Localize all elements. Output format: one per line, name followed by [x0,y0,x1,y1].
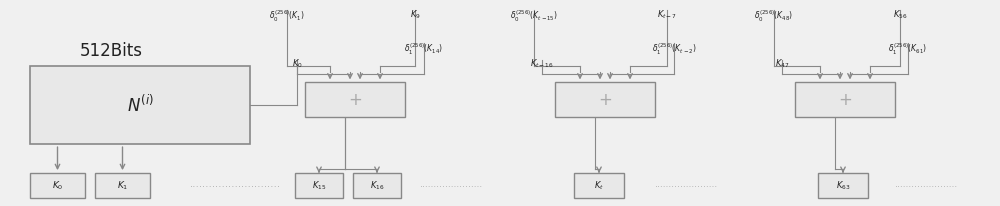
Text: $K_{t-16}$: $K_{t-16}$ [530,58,554,70]
Text: +: + [598,91,612,109]
Text: $K_0$: $K_0$ [52,179,63,192]
FancyBboxPatch shape [574,173,624,198]
FancyBboxPatch shape [30,173,85,198]
Text: $K_1$: $K_1$ [117,179,128,192]
Text: $K_9$: $K_9$ [410,8,420,21]
Text: $\delta_0^{(256)}(K_{48})$: $\delta_0^{(256)}(K_{48})$ [754,8,794,24]
FancyBboxPatch shape [818,173,868,198]
FancyBboxPatch shape [30,66,250,144]
Text: $K_{47}$: $K_{47}$ [775,58,789,70]
Text: $N^{(i)}$: $N^{(i)}$ [127,95,153,116]
Text: $K_t$: $K_t$ [594,179,604,192]
Text: $\delta_1^{(256)}(K_{t-2})$: $\delta_1^{(256)}(K_{t-2})$ [652,41,696,57]
Text: $K_{63}$: $K_{63}$ [836,179,850,192]
Text: $K_{15}$: $K_{15}$ [312,179,326,192]
Text: $\delta_1^{(256)}(K_{61})$: $\delta_1^{(256)}(K_{61})$ [888,41,928,57]
FancyBboxPatch shape [95,173,150,198]
FancyBboxPatch shape [305,82,405,117]
Text: $\delta_1^{(256)}(K_{14})$: $\delta_1^{(256)}(K_{14})$ [404,41,444,57]
Text: $\delta_0^{(256)}(K_1)$: $\delta_0^{(256)}(K_1)$ [269,8,305,24]
FancyBboxPatch shape [795,82,895,117]
Text: ......................: ...................... [655,183,718,188]
FancyBboxPatch shape [353,173,401,198]
Text: +: + [838,91,852,109]
Text: $K_{56}$: $K_{56}$ [893,8,907,21]
Text: +: + [348,91,362,109]
FancyBboxPatch shape [295,173,343,198]
Text: ......................: ...................... [895,183,958,188]
Text: $K_0$: $K_0$ [292,58,302,70]
Text: ......................: ...................... [420,183,483,188]
Text: ............................: ............................ [190,183,281,188]
Text: $K_{16}$: $K_{16}$ [370,179,384,192]
Text: $K_{t-7}$: $K_{t-7}$ [657,8,677,21]
Text: 512Bits: 512Bits [80,42,143,61]
FancyBboxPatch shape [555,82,655,117]
Text: $\delta_0^{(256)}(K_{t-15})$: $\delta_0^{(256)}(K_{t-15})$ [510,8,558,24]
